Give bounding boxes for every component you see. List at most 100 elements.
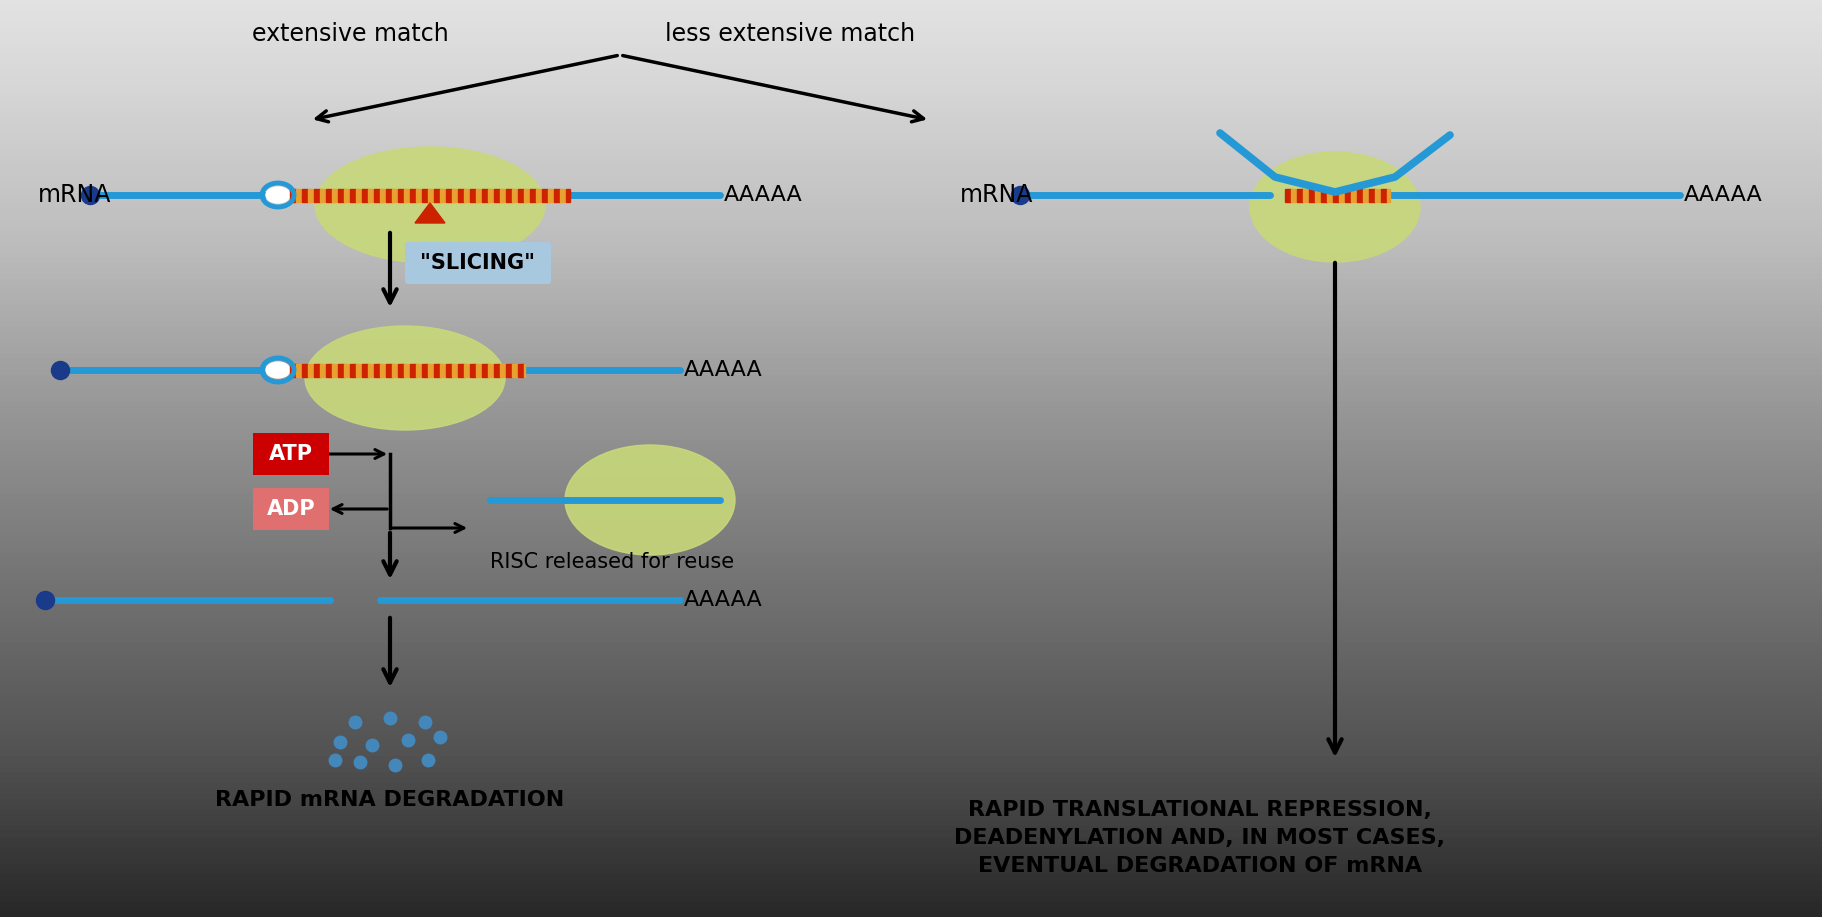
- Bar: [423, 363, 428, 377]
- Bar: [457, 363, 465, 377]
- Bar: [350, 189, 355, 202]
- Bar: [1308, 189, 1315, 202]
- Bar: [1321, 189, 1326, 202]
- Bar: [415, 189, 423, 202]
- Bar: [1334, 189, 1339, 202]
- Ellipse shape: [565, 445, 734, 555]
- Bar: [1339, 189, 1345, 202]
- Bar: [434, 189, 439, 202]
- Bar: [410, 189, 415, 202]
- Bar: [386, 189, 392, 202]
- Ellipse shape: [266, 187, 290, 203]
- Bar: [363, 363, 368, 377]
- Bar: [339, 189, 344, 202]
- Bar: [404, 363, 410, 377]
- Bar: [339, 363, 344, 377]
- Bar: [368, 363, 374, 377]
- Text: RISC released for reuse: RISC released for reuse: [490, 552, 734, 572]
- Text: ATP: ATP: [270, 444, 313, 464]
- Bar: [452, 189, 457, 202]
- Bar: [517, 363, 525, 377]
- Text: AAAAA: AAAAA: [683, 590, 763, 610]
- Bar: [295, 189, 302, 202]
- Bar: [1368, 189, 1376, 202]
- Bar: [1381, 189, 1387, 202]
- Bar: [363, 189, 368, 202]
- Bar: [525, 189, 530, 202]
- Text: RAPID TRANSLATIONAL REPRESSION,
DEADENYLATION AND, IN MOST CASES,
EVENTUAL DEGRA: RAPID TRANSLATIONAL REPRESSION, DEADENYL…: [955, 800, 1445, 876]
- Bar: [434, 363, 439, 377]
- Text: AAAAA: AAAAA: [683, 360, 763, 380]
- FancyBboxPatch shape: [253, 433, 330, 475]
- Bar: [476, 189, 483, 202]
- Bar: [1363, 189, 1368, 202]
- Bar: [483, 189, 488, 202]
- Bar: [517, 189, 525, 202]
- Bar: [381, 363, 386, 377]
- Bar: [470, 189, 476, 202]
- Bar: [313, 363, 321, 377]
- Bar: [1326, 189, 1334, 202]
- Bar: [457, 189, 465, 202]
- Bar: [321, 363, 326, 377]
- Text: "SLICING": "SLICING": [421, 253, 536, 273]
- Text: less extensive match: less extensive match: [665, 22, 915, 46]
- Bar: [295, 363, 302, 377]
- Bar: [512, 363, 517, 377]
- Ellipse shape: [304, 326, 505, 430]
- Bar: [313, 189, 321, 202]
- Bar: [1350, 189, 1357, 202]
- Bar: [446, 189, 452, 202]
- Bar: [374, 189, 381, 202]
- Bar: [415, 363, 423, 377]
- Bar: [439, 363, 446, 377]
- Bar: [326, 189, 332, 202]
- Bar: [428, 363, 434, 377]
- Text: AAAAA: AAAAA: [723, 185, 804, 205]
- Bar: [507, 363, 512, 377]
- Bar: [326, 363, 332, 377]
- Bar: [410, 363, 415, 377]
- Ellipse shape: [1250, 152, 1419, 262]
- Bar: [512, 189, 517, 202]
- Bar: [355, 189, 363, 202]
- Text: RAPID mRNA DEGRADATION: RAPID mRNA DEGRADATION: [215, 790, 565, 810]
- FancyBboxPatch shape: [404, 242, 550, 284]
- Bar: [290, 363, 295, 377]
- Bar: [1376, 189, 1381, 202]
- Bar: [290, 189, 295, 202]
- Bar: [488, 189, 494, 202]
- Bar: [494, 189, 499, 202]
- Bar: [392, 363, 397, 377]
- Bar: [1387, 189, 1390, 202]
- Bar: [541, 189, 548, 202]
- Bar: [344, 363, 350, 377]
- Bar: [507, 189, 512, 202]
- Bar: [397, 363, 404, 377]
- Text: mRNA: mRNA: [38, 183, 111, 207]
- Bar: [446, 363, 452, 377]
- Bar: [476, 363, 483, 377]
- Bar: [308, 189, 313, 202]
- Bar: [368, 189, 374, 202]
- Bar: [423, 189, 428, 202]
- Text: extensive match: extensive match: [251, 22, 448, 46]
- Bar: [1285, 189, 1292, 202]
- Bar: [344, 189, 350, 202]
- Bar: [470, 363, 476, 377]
- Bar: [1357, 189, 1363, 202]
- Bar: [302, 363, 308, 377]
- Bar: [355, 363, 363, 377]
- Bar: [1303, 189, 1308, 202]
- Bar: [397, 189, 404, 202]
- Text: mRNA: mRNA: [960, 183, 1033, 207]
- Bar: [1315, 189, 1321, 202]
- Bar: [332, 189, 339, 202]
- Bar: [488, 363, 494, 377]
- Bar: [308, 363, 313, 377]
- Bar: [554, 189, 559, 202]
- Bar: [381, 189, 386, 202]
- Bar: [386, 363, 392, 377]
- Bar: [530, 189, 536, 202]
- Polygon shape: [415, 203, 445, 223]
